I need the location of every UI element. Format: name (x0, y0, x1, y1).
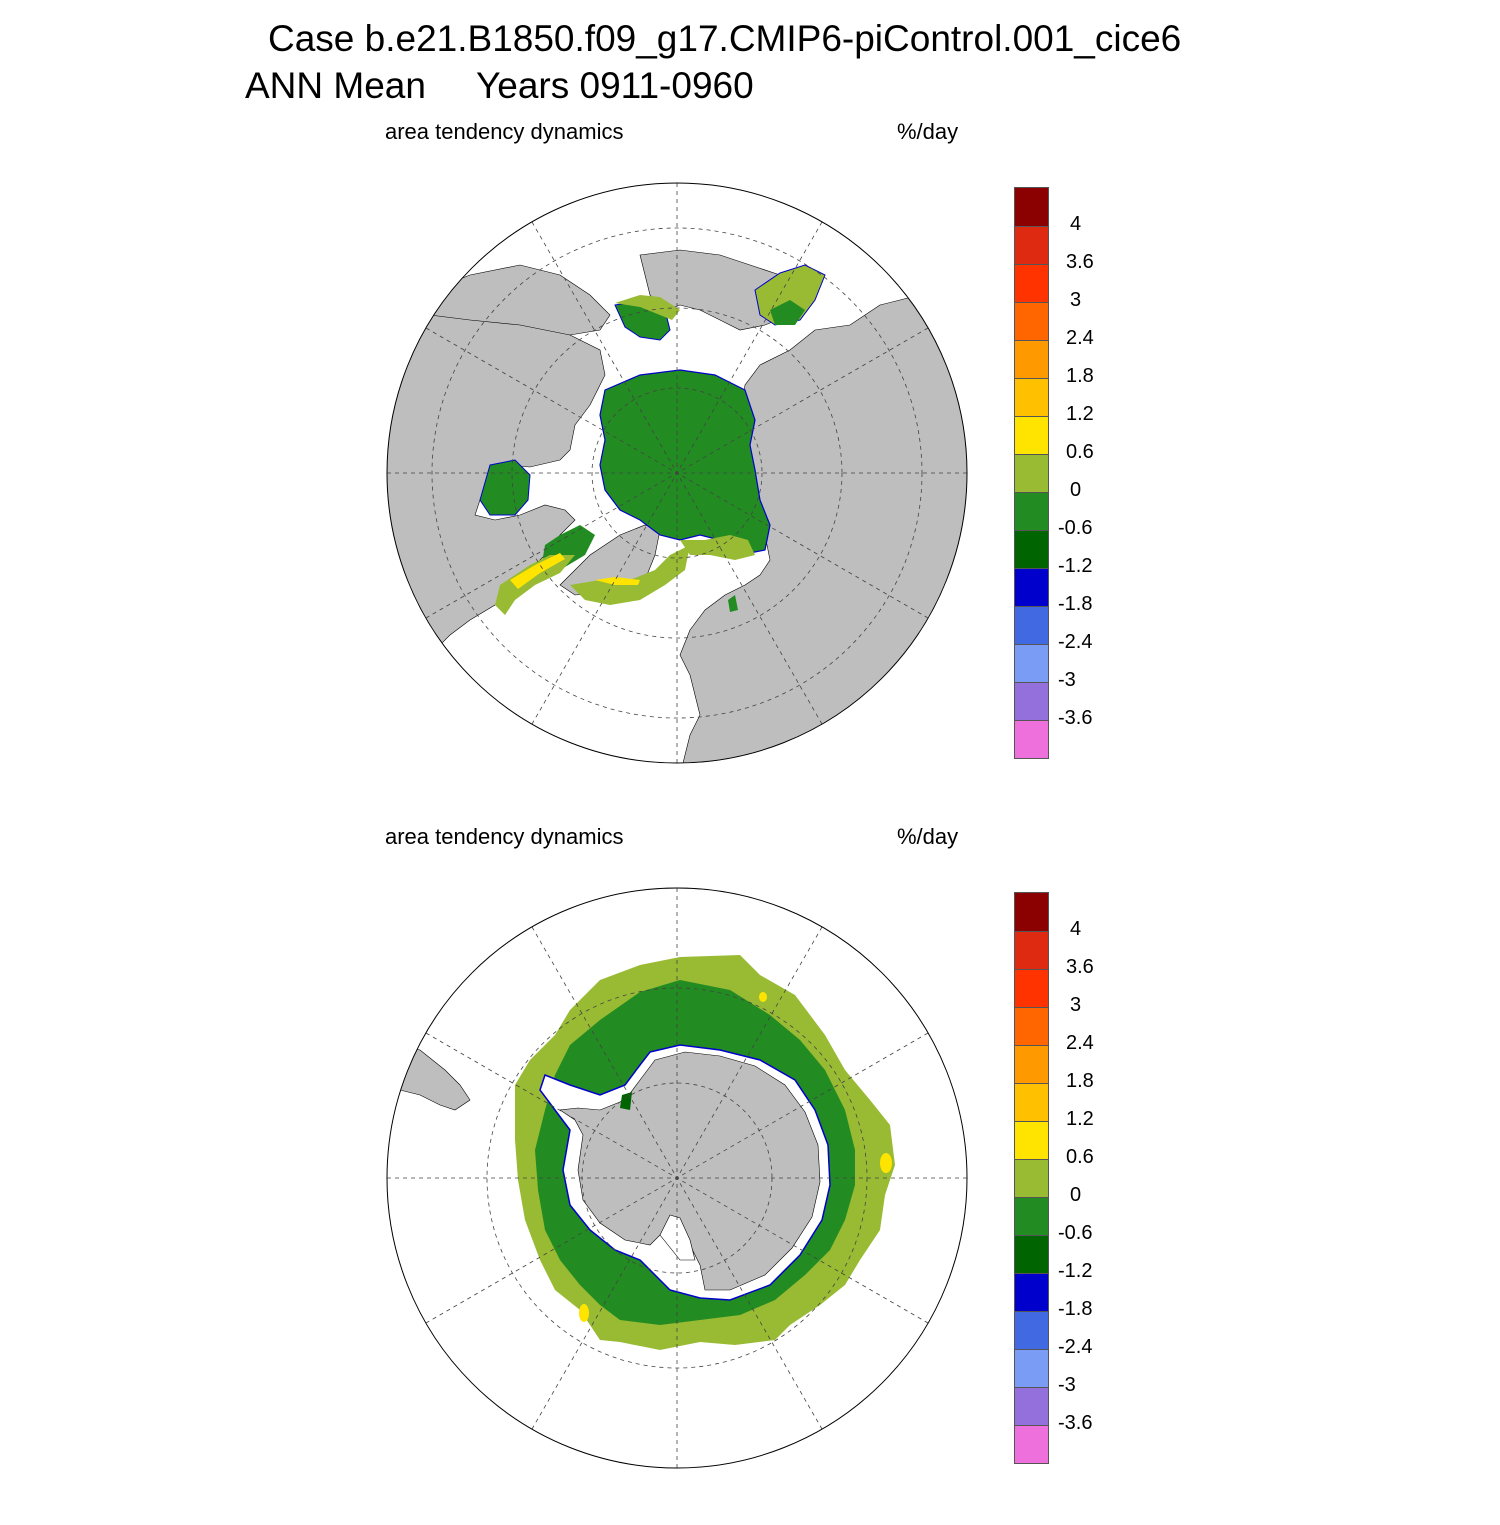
colorbar-swatch (1015, 378, 1048, 416)
colorbar-tick-label: 0 (1070, 479, 1082, 501)
ross-ice-shelf (659, 1214, 696, 1261)
figure-subtitle: ANN Mean Years 0911-0960 (245, 65, 754, 107)
greenland-east-yellow (595, 577, 640, 585)
colorbar-swatch (1015, 226, 1048, 264)
colorbar-tick-label: 3.6 (1066, 251, 1094, 273)
season-label: ANN Mean (245, 65, 426, 106)
colorbar-swatch (1015, 893, 1048, 931)
colorbar-swatch (1015, 340, 1048, 378)
colorbar-tick-label: 0 (1070, 1184, 1082, 1206)
bering-edge-ice (615, 295, 680, 320)
colorbar-swatch (1015, 1235, 1048, 1273)
colorbar-swatch (1015, 416, 1048, 454)
colorbar-tick-label: -3 (1058, 669, 1076, 691)
colorbar-tick-label: 2.4 (1066, 1032, 1094, 1054)
colorbar-swatch (1015, 1083, 1048, 1121)
colorbar-tick-label: -3.6 (1058, 1412, 1093, 1434)
hudson-bay-ice (479, 459, 531, 516)
labrador-edge-yellow (510, 553, 565, 589)
figure-title: Case b.e21.B1850.f09_g17.CMIP6-piControl… (268, 18, 1182, 59)
south-polar-panel: area tendency dynamics %/day (0, 820, 1500, 1525)
colorbar-tick-label: 1.8 (1066, 1070, 1094, 1092)
colorbar-swatch (1015, 606, 1048, 644)
south-colorbar (1014, 892, 1049, 1464)
colorbar-tick-label: 0.6 (1066, 1146, 1094, 1168)
north-polar-panel: area tendency dynamics %/day (0, 115, 1500, 820)
colorbar-tick-label: 1.8 (1066, 365, 1094, 387)
alaska-land (419, 264, 611, 336)
baltic-ice (728, 595, 738, 612)
colorbar-swatch (1015, 682, 1048, 720)
colorbar-tick-label: -2.4 (1058, 631, 1093, 653)
colorbar-tick-label: 4 (1070, 213, 1082, 235)
colorbar-tick-label: -1.2 (1058, 555, 1093, 577)
colorbar-swatch (1015, 1045, 1048, 1083)
okhotsk-inner-ice (770, 300, 805, 325)
colorbar-tick-label: -1.8 (1058, 1298, 1093, 1320)
colorbar-tick-label: 1.2 (1066, 403, 1094, 425)
north-america-land (387, 304, 606, 686)
labrador-edge-ice (495, 555, 575, 615)
colorbar-swatch (1015, 644, 1048, 682)
colorbar-swatch (1015, 1197, 1048, 1235)
colorbar-tick-label: 3.6 (1066, 956, 1094, 978)
panel-units-label: %/day (897, 119, 959, 144)
colorbar-swatch (1015, 1273, 1048, 1311)
ice-yellow-patch (880, 1153, 892, 1173)
colorbar-swatch (1015, 720, 1048, 758)
colorbar-swatch (1015, 931, 1048, 969)
colorbar-swatch (1015, 302, 1048, 340)
colorbar-swatch (1015, 264, 1048, 302)
colorbar-swatch (1015, 530, 1048, 568)
years-label: Years 0911-0960 (475, 65, 754, 106)
colorbar-swatch (1015, 568, 1048, 606)
colorbar-tick-label: -0.6 (1058, 1222, 1093, 1244)
colorbar-swatch (1015, 188, 1048, 226)
greenland-east-ice (570, 545, 690, 605)
colorbar-tick-label: -1.2 (1058, 1260, 1093, 1282)
colorbar-swatch (1015, 1159, 1048, 1197)
colorbar-tick-label: -3.6 (1058, 707, 1093, 729)
colorbar-swatch (1015, 454, 1048, 492)
colorbar-tick-label: -3 (1058, 1374, 1076, 1396)
colorbar-tick-label: -2.4 (1058, 1336, 1093, 1358)
colorbar-swatch (1015, 1121, 1048, 1159)
panel-units-label: %/day (897, 824, 959, 849)
colorbar-swatch (1015, 1387, 1048, 1425)
colorbar-swatch (1015, 969, 1048, 1007)
colorbar-swatch (1015, 1425, 1048, 1463)
colorbar-tick-label: 2.4 (1066, 327, 1094, 349)
south-map-boundary (386, 887, 968, 1469)
colorbar-swatch (1015, 1349, 1048, 1387)
ice-yellow-patch (759, 992, 767, 1002)
ice-yellow-patch (579, 1304, 589, 1322)
north-polar-map (386, 182, 968, 764)
colorbar-tick-label: 0.6 (1066, 441, 1094, 463)
south-polar-map (386, 887, 968, 1469)
colorbar-tick-label: -1.8 (1058, 593, 1093, 615)
panel-field-label: area tendency dynamics (385, 119, 624, 144)
colorbar-tick-label: 3 (1070, 289, 1082, 311)
colorbar-tick-label: 1.2 (1066, 1108, 1094, 1130)
colorbar-tick-label: 4 (1070, 918, 1082, 940)
colorbar-tick-label: -0.6 (1058, 517, 1093, 539)
weddell-dark-ice (620, 1092, 632, 1110)
panel-field-label: area tendency dynamics (385, 824, 624, 849)
north-map-boundary (386, 182, 968, 764)
colorbar-swatch (1015, 1007, 1048, 1045)
north-map-gridlines (387, 183, 967, 763)
colorbar-swatch (1015, 492, 1048, 530)
colorbar-tick-label: 3 (1070, 994, 1082, 1016)
south-map-gridlines (387, 888, 967, 1468)
north-colorbar (1014, 187, 1049, 759)
colorbar-swatch (1015, 1311, 1048, 1349)
